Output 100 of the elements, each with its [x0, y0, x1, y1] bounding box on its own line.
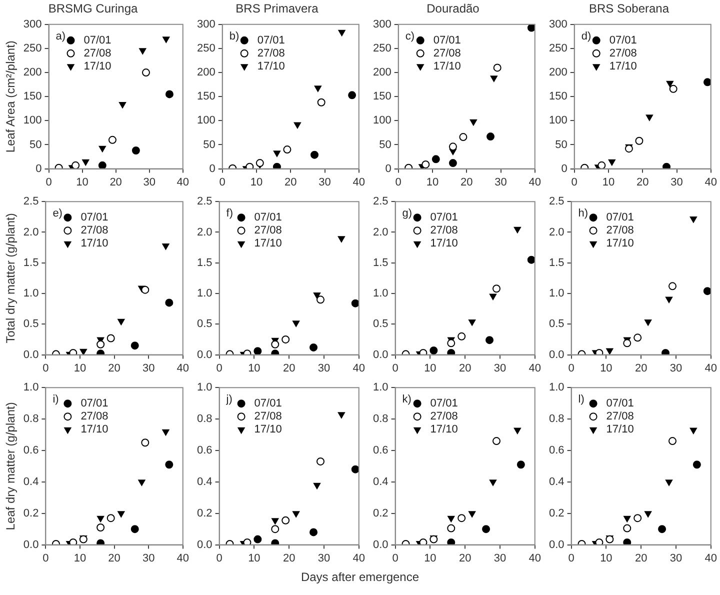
y-tick-label: 0.0 — [372, 348, 388, 361]
x-tick-label: 20 — [282, 552, 296, 564]
y-tick-label: 1.0 — [372, 382, 388, 394]
legend-label: 17/10 — [80, 424, 108, 436]
y-tick-label: 0.0 — [23, 538, 39, 551]
y-tick-label: 300 — [548, 18, 568, 30]
y-tick-label: 0.6 — [196, 444, 212, 457]
x-tick-label: 10 — [76, 176, 88, 188]
x-tick-label: 30 — [494, 552, 506, 564]
y-tick-label: 0.0 — [548, 538, 564, 551]
y-tick-label: 1.0 — [23, 288, 39, 300]
y-tick-label: 200 — [196, 66, 216, 79]
legend-label: 27/08 — [254, 410, 282, 423]
legend-label: 17/10 — [430, 238, 458, 250]
x-tick-label: 30 — [670, 552, 682, 564]
y-tick-label: 0.8 — [196, 413, 212, 426]
x-tick-label: 40 — [704, 176, 718, 188]
legend-label: 07/01 — [430, 398, 458, 410]
x-tick-label: 30 — [670, 362, 682, 374]
legend-label: 27/08 — [80, 410, 108, 423]
y-tick-label: 250 — [548, 42, 568, 54]
y-tick-label: 150 — [372, 90, 392, 103]
y-tick-label: 0.6 — [548, 444, 564, 457]
y-tick-label: 0.5 — [196, 318, 212, 330]
y-tick-label: 1.5 — [23, 256, 39, 269]
x-tick-label: 10 — [600, 362, 612, 374]
x-tick-label: 10 — [424, 552, 436, 564]
legend-label: 17/10 — [254, 238, 282, 250]
x-tick-label: 20 — [108, 362, 120, 374]
y-tick-label: 300 — [196, 18, 216, 30]
y-tick-label: 2.0 — [548, 226, 564, 238]
legend-label: 07/01 — [606, 398, 634, 410]
annotation: f) — [226, 208, 234, 220]
y-tick-label: 1.0 — [548, 288, 564, 300]
x-tick-label: 30 — [318, 176, 331, 188]
x-tick-label: 10 — [426, 176, 439, 188]
x-tick-label: 10 — [248, 552, 260, 564]
y-tick-label: 2.0 — [196, 226, 212, 238]
chart-title: Douradão — [426, 2, 480, 16]
y-tick-label: 0 — [209, 162, 216, 175]
x-tick-label: 20 — [634, 362, 648, 374]
legend-label: 27/08 — [254, 224, 282, 237]
x-tick-label: 40 — [528, 362, 542, 374]
legend-label: 17/10 — [254, 424, 282, 436]
y-tick-label: 100 — [196, 114, 216, 127]
x-tick-label: 20 — [460, 176, 473, 188]
y-tick-label: 200 — [548, 66, 568, 79]
y-tick-label: 50 — [30, 138, 42, 151]
y-tick-label: 1.0 — [23, 382, 39, 394]
legend-label: 07/01 — [80, 212, 108, 224]
y-tick-label: 250 — [196, 42, 216, 54]
x-tick-label: 20 — [458, 362, 472, 374]
legend-label: 17/10 — [609, 60, 637, 72]
y-tick-label: 0 — [385, 162, 392, 175]
y-tick-label: 1.5 — [372, 256, 388, 269]
y-tick-label: 0.4 — [196, 476, 212, 488]
y-tick-label: 50 — [379, 138, 392, 151]
y-tick-label: 100 — [372, 114, 392, 127]
y-tick-label: 0.0 — [196, 538, 212, 551]
legend-label: 07/01 — [433, 34, 461, 46]
x-tick-label: 30 — [143, 176, 156, 188]
y-tick-label: 0.4 — [548, 476, 564, 488]
annotation: a) — [56, 30, 66, 42]
y-tick-label: 150 — [196, 90, 216, 103]
annotation: i) — [52, 394, 59, 406]
annotation: e) — [52, 208, 62, 220]
y-tick-label: 0.5 — [548, 318, 564, 330]
y-tick-label: 2.5 — [23, 196, 39, 208]
y-tick-label: 0 — [561, 162, 568, 175]
x-tick-label: 10 — [74, 362, 86, 374]
x-tick-label: 20 — [636, 176, 649, 188]
y-tick-label: 0.5 — [23, 318, 39, 330]
y-tick-label: 1.0 — [372, 288, 388, 300]
x-tick-label: 40 — [352, 362, 366, 374]
legend-label: 07/01 — [254, 398, 282, 410]
y-tick-label: 0.0 — [372, 538, 388, 551]
x-tick-label: 0 — [395, 176, 402, 188]
y-tick-label: 1.5 — [196, 256, 212, 269]
y-tick-label: 0.0 — [548, 348, 564, 361]
x-tick-label: 30 — [142, 552, 155, 564]
x-tick-label: 20 — [282, 362, 296, 374]
annotation: g) — [402, 208, 412, 220]
y-axis-title: Leaf Area (cm²/plant) — [4, 40, 18, 153]
y-tick-label: 0.2 — [196, 507, 212, 520]
y-tick-label: 250 — [23, 42, 42, 54]
y-tick-label: 200 — [372, 66, 392, 79]
x-tick-label: 40 — [352, 552, 366, 564]
chart-title: BRS Soberana — [588, 2, 670, 16]
x-tick-label: 20 — [284, 176, 297, 188]
y-tick-label: 250 — [372, 42, 392, 54]
legend-label: 27/08 — [609, 47, 637, 60]
y-tick-label: 0.8 — [372, 413, 388, 426]
annotation: l) — [578, 394, 584, 406]
y-tick-label: 0.0 — [23, 348, 39, 361]
x-tick-label: 30 — [494, 176, 507, 188]
y-tick-label: 0.8 — [548, 413, 564, 426]
x-tick-label: 40 — [528, 552, 542, 564]
x-tick-label: 40 — [176, 362, 190, 374]
legend-label: 17/10 — [606, 424, 634, 436]
annotation: c) — [405, 30, 415, 42]
